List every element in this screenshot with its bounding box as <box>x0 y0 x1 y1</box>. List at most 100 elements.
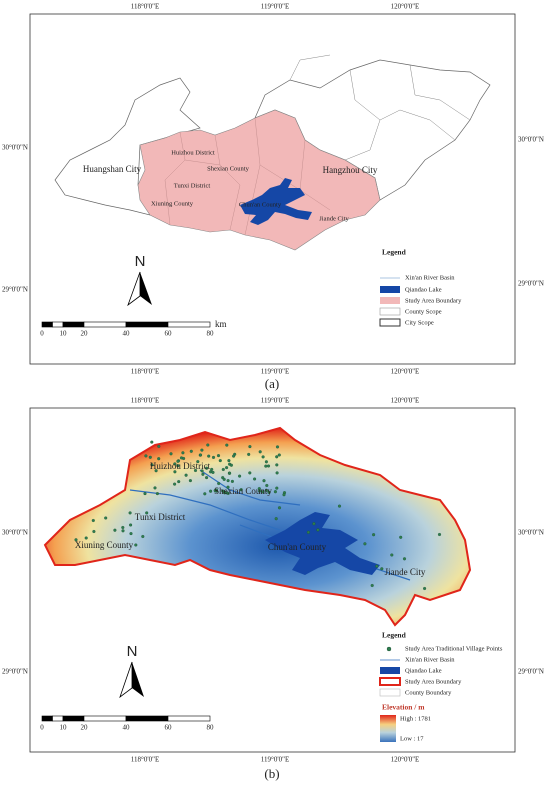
village-point <box>143 492 147 496</box>
village-point <box>275 471 279 475</box>
place-label: Shexian County <box>207 165 249 172</box>
village-point <box>169 452 173 456</box>
village-point <box>402 557 407 561</box>
legend-label: Xin'an River Basin <box>405 656 455 663</box>
village-point <box>150 440 154 444</box>
village-point <box>207 454 211 458</box>
place-label: Chun'an County <box>239 201 282 208</box>
village-point <box>179 456 184 460</box>
village-point <box>74 538 78 542</box>
village-point <box>113 528 117 532</box>
village-point <box>210 467 214 471</box>
village-point <box>261 490 265 494</box>
scale-unit: km <box>215 319 227 329</box>
village-point <box>230 479 234 483</box>
village-point <box>188 479 192 483</box>
village-point <box>399 535 403 539</box>
village-point <box>225 466 229 470</box>
village-point <box>248 445 252 449</box>
village-point <box>282 493 286 497</box>
village-point <box>277 506 282 510</box>
elevation-area <box>43 426 472 627</box>
north-arrow <box>140 272 152 305</box>
legend-label: County Boundary <box>405 689 452 696</box>
village-point <box>205 476 209 480</box>
village-point <box>226 491 230 495</box>
village-point <box>265 483 269 488</box>
lake <box>265 512 380 575</box>
village-point <box>275 486 279 490</box>
panel-b: 118°0'0"E 119°0'0"E 120°0'0"E 118°0'0"E … <box>2 397 544 781</box>
village-point <box>148 455 152 459</box>
village-point <box>380 567 384 571</box>
village-point <box>264 464 268 468</box>
lon-label: 119°0'0"E <box>261 756 289 764</box>
north-arrow <box>132 662 144 697</box>
north-label: N <box>127 643 138 660</box>
legend-label: Study Area Boundary <box>405 297 462 304</box>
village-point <box>203 492 207 496</box>
elevation-low: Low : 17 <box>400 735 424 742</box>
place-label: Jiande City <box>385 567 426 577</box>
village-point <box>153 486 157 490</box>
village-point <box>264 460 268 464</box>
village-point <box>221 467 225 472</box>
scale-label: 60 <box>165 330 173 338</box>
village-point <box>104 516 108 520</box>
village-point <box>201 472 205 476</box>
place-label: Xiuning County <box>75 540 134 550</box>
village-point <box>206 443 210 447</box>
village-point <box>375 564 379 568</box>
village-point <box>253 477 257 481</box>
lon-label: 118°0'0"E <box>131 397 159 405</box>
village-point <box>184 473 188 477</box>
scale-label: 0 <box>40 724 44 732</box>
lon-label: 120°0'0"E <box>391 756 420 764</box>
lat-label: 30°0'0"N <box>518 136 544 144</box>
place-label: Shexian County <box>214 486 272 496</box>
lon-label: 119°0'0"E <box>261 368 289 376</box>
legend-swatch <box>380 286 400 293</box>
village-point <box>261 455 265 459</box>
legend-title: Legend <box>382 631 407 640</box>
village-point <box>267 490 271 494</box>
village-point <box>134 543 138 547</box>
village-point <box>141 534 145 539</box>
village-point <box>173 482 177 486</box>
village-point <box>316 528 320 532</box>
village-point <box>121 529 125 533</box>
legend-label: County Scope <box>405 308 442 315</box>
village-point <box>209 489 213 493</box>
place-label: Jiande City <box>319 215 349 222</box>
scale-label: 40 <box>123 330 131 338</box>
place-label: Chun'an County <box>268 542 327 552</box>
village-point <box>225 443 229 447</box>
elevation-high: High : 1781 <box>400 715 431 722</box>
village-point <box>91 518 95 523</box>
legend-label: Qiandao Lake <box>405 286 442 293</box>
village-point <box>205 466 209 470</box>
village-point <box>189 449 193 453</box>
village-point <box>248 471 252 475</box>
village-point <box>363 542 367 546</box>
legend-swatch <box>386 646 392 652</box>
village-point <box>229 463 233 467</box>
village-point <box>181 451 185 455</box>
study-area <box>137 109 381 251</box>
village-point <box>129 532 133 536</box>
place-label: Huizhou District <box>171 149 215 156</box>
village-point <box>128 511 132 515</box>
scale-label: 10 <box>60 724 68 732</box>
scale-label: 80 <box>207 724 215 732</box>
village-point <box>144 454 148 458</box>
village-point <box>198 453 203 457</box>
village-point <box>177 480 181 484</box>
legend-title: Legend <box>382 248 407 257</box>
lat-label: 29°0'0"N <box>518 668 544 676</box>
village-point <box>228 471 232 475</box>
village-point <box>84 536 88 540</box>
lat-label: 30°0'0"N <box>518 529 544 537</box>
village-point <box>200 469 204 473</box>
legend-swatch <box>379 318 401 327</box>
village-point <box>157 457 161 461</box>
